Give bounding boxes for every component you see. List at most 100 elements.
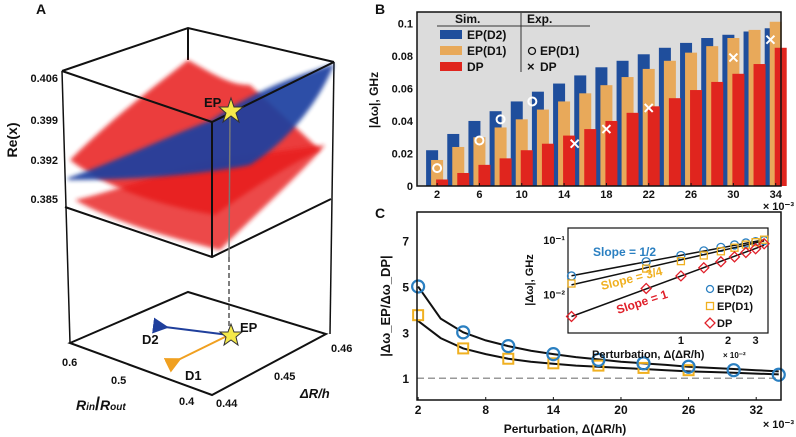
panel-label-b: B <box>375 1 385 17</box>
legend-swatch-ep-d1 <box>440 46 462 55</box>
x-tick-label: 34 <box>770 189 783 201</box>
y-axis-label: |Δω|, GHz <box>367 72 381 128</box>
exp-ep-d1-marker <box>495 114 506 125</box>
exp-dp-marker <box>601 124 612 134</box>
exp-ep-d1-marker <box>527 96 538 107</box>
projection-line <box>228 111 231 258</box>
x-tick-label: 20 <box>614 403 628 417</box>
x-tick-label: 6 <box>476 189 482 201</box>
legend-label: DP <box>717 318 732 330</box>
y-tick-label: 7 <box>402 235 409 249</box>
inset-x-label: Perturbation, Δ(ΔR/h) <box>592 349 705 361</box>
ep-label-top: EP <box>204 95 222 110</box>
box-right-edge <box>329 61 335 335</box>
inset-y-tick-label: 10⁻¹ <box>543 235 565 247</box>
legend-label: EP(D1) <box>540 44 579 58</box>
ep-d1-point <box>457 342 470 355</box>
bar-dp <box>541 143 554 186</box>
inset-ep-d1-point <box>676 256 686 266</box>
inset-dp-point <box>758 237 770 250</box>
x-tick-label: 18 <box>600 189 612 201</box>
legend-sim-header: Sim. <box>455 12 480 26</box>
x-tick: 0.5 <box>111 375 126 387</box>
red-surface-lower <box>75 145 325 250</box>
plot-frame <box>416 211 782 401</box>
y-axis-label: |Δω_EP/Δω_DP| <box>378 255 393 356</box>
box-bottom-edges <box>64 198 332 259</box>
bar-dp <box>436 179 449 186</box>
x-tick: 0.4 <box>179 396 195 408</box>
d2-arrow <box>152 317 230 336</box>
legend-swatch-ep-d2 <box>440 30 462 39</box>
legend-label: EP(D1) <box>467 44 506 58</box>
z-tick: 0.385 <box>30 194 58 206</box>
inset-y-tick-label: 10⁻² <box>543 290 565 302</box>
inset-fit-line <box>571 244 765 318</box>
inset-dp-point <box>565 310 578 323</box>
slope-annotation-half: Slope = 1/2 <box>593 245 656 259</box>
y-tick-label: 0.02 <box>392 148 413 160</box>
ep-d2-point <box>771 367 786 382</box>
ep-star-icon <box>217 96 245 124</box>
d1-arrow <box>163 334 230 373</box>
x-axis-label: Rin/Rout <box>76 394 126 414</box>
y-axis-label: ΔR/h <box>299 386 330 401</box>
blue-surface <box>68 64 334 180</box>
inset-ep-d1-point <box>759 235 769 244</box>
ep-d2-point <box>591 352 606 367</box>
legend-label: EP(D2) <box>467 28 506 42</box>
z-tick: 0.392 <box>30 155 58 167</box>
inset-x-tick-label: 2 <box>725 335 731 347</box>
exp-ep-d1-marker <box>474 135 485 146</box>
x-tick-label: 10 <box>516 189 528 201</box>
x-multiplier: × 10⁻³ <box>763 201 795 213</box>
simulation-curve <box>417 285 779 373</box>
inset-fit-line <box>571 239 765 277</box>
y-tick: 0.45 <box>274 371 295 383</box>
x-label-sub-in: in <box>86 402 95 413</box>
y-tick-label: 0.06 <box>392 83 413 95</box>
ep-d1-point <box>547 357 560 370</box>
bar-dp <box>457 172 470 186</box>
inset-x-multiplier: × 10⁻² <box>723 351 746 360</box>
bar-dp <box>732 73 745 186</box>
inset-fit-line <box>571 240 765 286</box>
x-tick-label: 26 <box>685 189 697 201</box>
legend-exp-header: Exp. <box>527 12 552 26</box>
d2-label: D2 <box>142 332 159 347</box>
x-tick-label: 32 <box>750 403 764 417</box>
bar-dp <box>668 98 681 186</box>
legend-circle-icon <box>527 46 537 56</box>
y-tick-label: 0.08 <box>392 51 413 63</box>
ep-d1-point <box>502 352 515 365</box>
inset-dp-point <box>749 242 762 255</box>
y-tick-label: 0.1 <box>398 18 413 30</box>
bar-dp <box>626 112 639 186</box>
inset-ep-d1-point <box>567 279 576 288</box>
bar-dp <box>753 64 766 186</box>
ep-d2-point <box>726 363 741 378</box>
exp-dp-marker <box>765 34 776 45</box>
inset-ep-d2-point <box>641 257 651 267</box>
bar-dp <box>520 150 533 186</box>
inset-ep-d1-point <box>751 238 760 247</box>
inset-y-label: |Δω|, GHz <box>524 254 536 306</box>
inset-dp-point <box>640 282 653 295</box>
inset-x-tick-label: 1 <box>678 335 684 347</box>
x-tick-label: 2 <box>434 189 440 201</box>
y-tick-label: 3 <box>402 326 409 340</box>
bars <box>426 21 787 187</box>
legend-label: DP <box>467 60 484 74</box>
bar-dp <box>584 129 597 186</box>
x-tick: 0.6 <box>62 357 77 369</box>
x-tick-label: 26 <box>682 403 696 417</box>
z-axis-label: Re(x) <box>4 122 20 157</box>
bar-dp <box>605 120 618 186</box>
ep-d2-point <box>501 339 516 354</box>
bar-dp <box>647 106 660 186</box>
inset-x-tick-label: 3 <box>753 335 759 347</box>
